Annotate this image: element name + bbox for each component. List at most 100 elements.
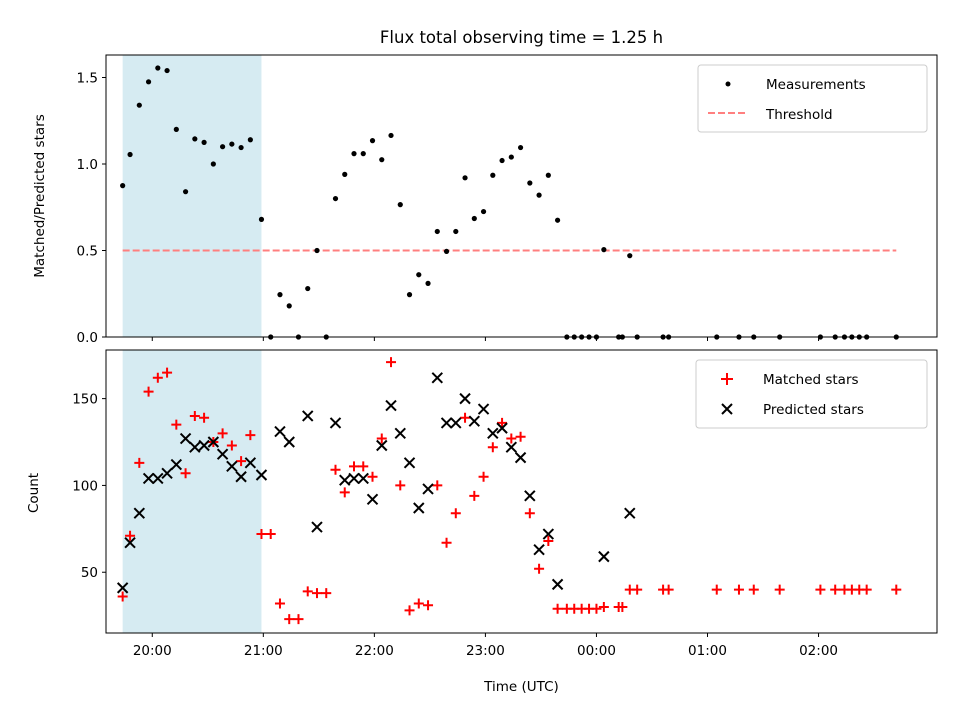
measurement-point: [508, 154, 514, 160]
matched-star-point: [311, 588, 322, 599]
matched-star-point: [524, 508, 535, 519]
predicted-star-point: [170, 458, 183, 471]
measurement-point: [305, 285, 311, 292]
measurement-point: [601, 247, 607, 253]
matched-star-point: [274, 598, 285, 609]
y-axis-label-bottom: Count: [26, 473, 42, 513]
matched-star-point: [376, 433, 387, 444]
measurement-point: [351, 151, 357, 157]
measurement-point: [182, 189, 189, 195]
measurement-point: [136, 102, 142, 108]
predicted-star-point: [422, 483, 434, 495]
predicted-star-point: [533, 543, 545, 556]
measurement-point: [145, 79, 152, 85]
measurement-point: [490, 172, 496, 178]
measurement-point: [342, 171, 348, 177]
predicted-star-point: [274, 425, 286, 438]
measurement-point: [416, 272, 422, 278]
matched-star-point: [598, 601, 609, 612]
y-bottom-tick-label: 100: [72, 478, 98, 494]
matched-star-point: [774, 584, 785, 595]
matched-star-point: [171, 419, 182, 430]
measurement-point: [536, 192, 542, 198]
matched-star-point: [423, 600, 434, 611]
x-axis-label: Time (UTC): [483, 679, 559, 695]
predicted-star-point: [283, 436, 295, 448]
predicted-star-point: [551, 578, 564, 591]
predicted-star-point: [302, 410, 314, 422]
matched-star-point: [330, 464, 341, 475]
predicted-star-point: [459, 392, 471, 405]
matched-star-point: [152, 372, 163, 383]
predicted-star-point: [329, 417, 342, 429]
matched-star-point: [321, 588, 332, 599]
matched-star-point: [506, 433, 517, 444]
matched-star-point: [199, 412, 210, 423]
matched-star-point: [395, 480, 406, 491]
x-axis-ticks-bottom: 20:00 21:00 22:00 23:00 00:00 01:00 02:00: [133, 633, 838, 659]
predicted-star-point: [376, 439, 388, 452]
matched-star-point: [478, 471, 489, 482]
predicted-star-point: [624, 507, 636, 519]
legend-matched-label: Matched stars: [763, 372, 859, 388]
legend-measurements-label: Measurements: [766, 77, 866, 93]
count-panel: 50 100 150 20:00 21:00 22:00 23:00 00:00 01:00 0…: [26, 349, 938, 695]
matched-star-point: [591, 603, 602, 614]
measurement-point: [192, 136, 198, 142]
measurement-point: [369, 138, 376, 144]
predicted-star-point: [348, 472, 360, 485]
predicted-star-point: [255, 469, 268, 481]
measurement-point: [210, 161, 216, 167]
predicted-star-point: [505, 441, 518, 453]
measurement-point: [397, 202, 403, 208]
predicted-star-point: [179, 432, 192, 445]
matched-star-point: [663, 584, 674, 595]
legend-predicted-label: Predicted stars: [763, 402, 864, 418]
legend-top[interactable]: Measurements Threshold: [697, 64, 928, 133]
ratio-panel: 0.0 0.5 1.0 1.5 Matched/Predicted stars Mea…: [32, 54, 938, 346]
measurement-point: [471, 215, 477, 222]
measurement-point: [434, 228, 440, 235]
matched-star-point: [552, 603, 563, 614]
predicted-star-point: [450, 417, 462, 429]
measurement-point: [425, 280, 431, 286]
matched-star-point: [265, 529, 276, 540]
matched-star-point: [162, 367, 173, 378]
predicted-star-point: [207, 436, 220, 448]
y-top-tick-label: 0.5: [77, 243, 98, 259]
matched-star-point: [469, 490, 480, 501]
y-bottom-tick-label: 50: [81, 565, 98, 581]
legend-bottom[interactable]: Matched stars Predicted stars: [695, 359, 928, 429]
predicted-star-point: [226, 460, 238, 473]
measurement-point: [201, 139, 207, 145]
x-tick-label: 01:00: [688, 643, 727, 659]
y-top-tick-label: 1.0: [77, 157, 98, 173]
legend-threshold-label: Threshold: [765, 107, 833, 123]
predicted-star-point: [161, 467, 173, 479]
measurement-point: [462, 175, 468, 181]
matched-star-point: [236, 456, 247, 467]
y-top-tick-label: 0.0: [77, 330, 98, 346]
predicted-star-point: [542, 528, 555, 540]
predicted-star-point: [403, 457, 416, 469]
ratio-marks: [120, 65, 899, 340]
matched-star-point: [891, 584, 902, 595]
measurement-point: [164, 67, 170, 74]
measurement-point: [238, 144, 244, 151]
matched-star-point: [487, 442, 498, 453]
measurement-point: [247, 137, 253, 143]
measurement-point: [545, 172, 551, 178]
count-panel-frame: [105, 349, 938, 634]
matched-star-point: [861, 584, 872, 595]
measurement-point: [127, 151, 133, 158]
matched-star-point: [441, 537, 452, 548]
predicted-star-point: [468, 415, 481, 427]
x-tick-label: 21:00: [244, 643, 283, 659]
matched-star-point: [404, 605, 415, 616]
matched-star-point: [711, 584, 722, 595]
measurement-point: [480, 208, 487, 215]
predicted-star-point: [440, 417, 453, 429]
matched-star-point: [632, 584, 643, 595]
matched-star-point: [815, 584, 826, 595]
predicted-star-point: [339, 474, 351, 486]
